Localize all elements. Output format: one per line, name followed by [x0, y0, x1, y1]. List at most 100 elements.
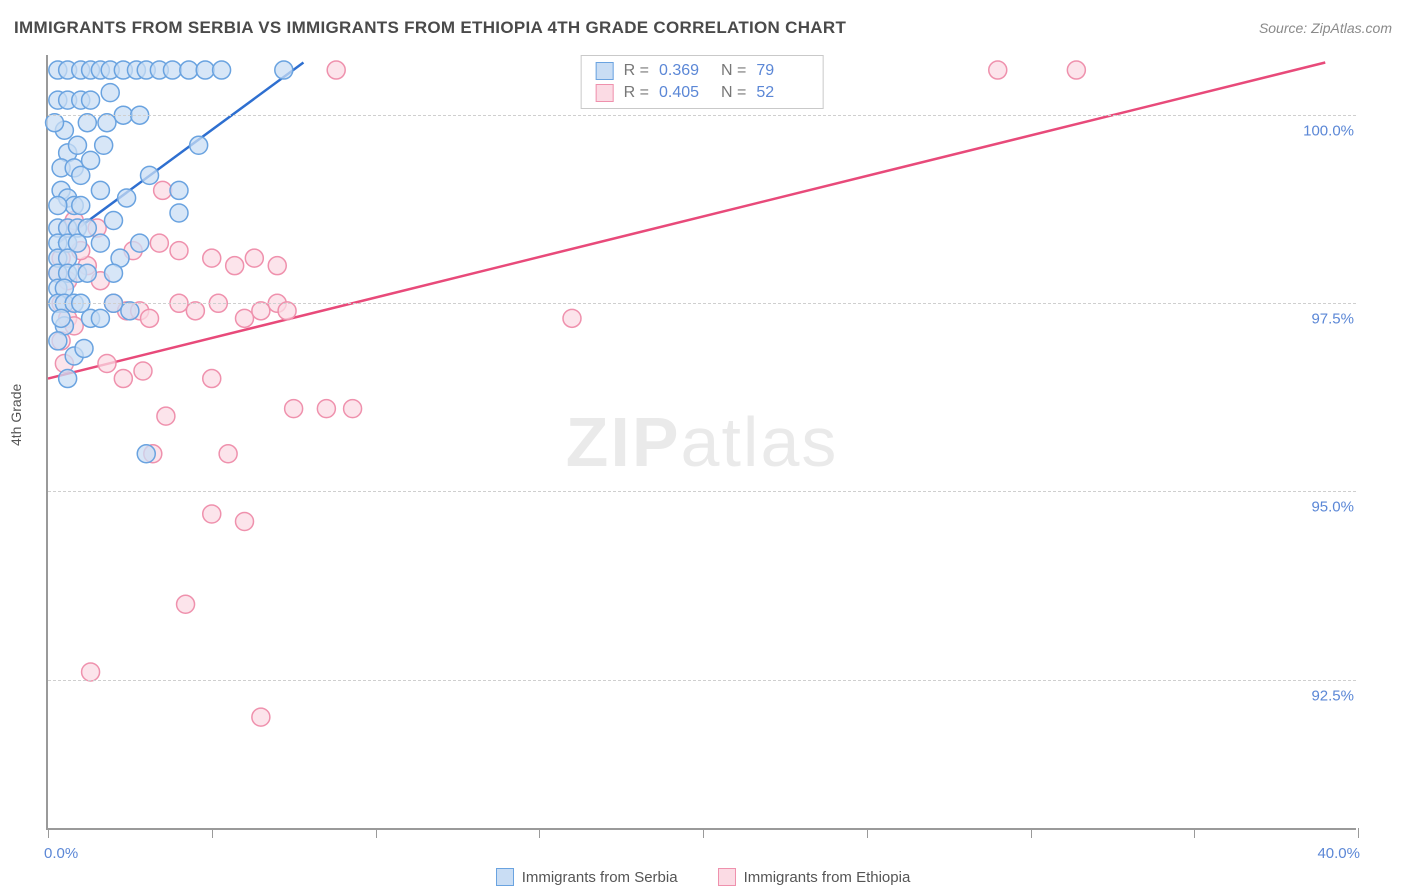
data-point-serbia	[78, 264, 96, 282]
gridline	[48, 680, 1356, 681]
title-bar: IMMIGRANTS FROM SERBIA VS IMMIGRANTS FRO…	[14, 18, 1392, 38]
r-value-serbia: 0.369	[659, 62, 711, 80]
data-point-serbia	[52, 309, 70, 327]
data-point-ethiopia	[98, 354, 116, 372]
data-point-serbia	[49, 196, 67, 214]
data-point-ethiopia	[203, 370, 221, 388]
chart-title: IMMIGRANTS FROM SERBIA VS IMMIGRANTS FRO…	[14, 18, 846, 38]
y-tick-label: 100.0%	[1299, 123, 1358, 140]
data-point-ethiopia	[186, 302, 204, 320]
legend-swatch-serbia	[496, 868, 514, 886]
stats-swatch-ethiopia	[596, 84, 614, 102]
data-point-serbia	[82, 91, 100, 109]
legend-item-serbia: Immigrants from Serbia	[496, 868, 678, 886]
legend-label-ethiopia: Immigrants from Ethiopia	[744, 869, 911, 886]
data-point-ethiopia	[327, 61, 345, 79]
data-point-serbia	[46, 114, 64, 132]
data-point-serbia	[170, 204, 188, 222]
stats-box: R = 0.369 N = 79 R = 0.405 N = 52	[581, 55, 824, 109]
bottom-legend: Immigrants from Serbia Immigrants from E…	[0, 868, 1406, 886]
data-point-serbia	[163, 61, 181, 79]
data-point-serbia	[75, 339, 93, 357]
y-axis-title: 4th Grade	[8, 384, 24, 446]
x-axis-min-label: 0.0%	[44, 845, 78, 862]
data-point-ethiopia	[226, 257, 244, 275]
data-point-serbia	[95, 136, 113, 154]
data-point-serbia	[105, 264, 123, 282]
data-point-serbia	[137, 445, 155, 463]
data-point-ethiopia	[989, 61, 1007, 79]
x-tick	[703, 828, 704, 838]
data-point-ethiopia	[154, 181, 172, 199]
x-axis-max-label: 40.0%	[1317, 845, 1360, 862]
data-point-ethiopia	[278, 302, 296, 320]
data-point-ethiopia	[344, 400, 362, 418]
data-point-ethiopia	[236, 513, 254, 531]
data-point-ethiopia	[252, 302, 270, 320]
data-point-serbia	[49, 332, 67, 350]
data-point-serbia	[72, 196, 90, 214]
y-tick-label: 97.5%	[1307, 311, 1358, 328]
x-tick	[212, 828, 213, 838]
data-point-ethiopia	[170, 242, 188, 260]
stats-row-serbia: R = 0.369 N = 79	[596, 62, 809, 80]
stats-swatch-serbia	[596, 62, 614, 80]
y-tick-label: 95.0%	[1307, 499, 1358, 516]
r-label: R =	[624, 84, 649, 102]
data-point-serbia	[121, 302, 139, 320]
data-point-serbia	[196, 61, 214, 79]
data-point-ethiopia	[134, 362, 152, 380]
data-point-serbia	[118, 189, 136, 207]
data-point-serbia	[82, 151, 100, 169]
data-point-ethiopia	[82, 663, 100, 681]
data-point-serbia	[91, 181, 109, 199]
data-point-serbia	[131, 234, 149, 252]
data-point-ethiopia	[268, 257, 286, 275]
data-point-serbia	[68, 136, 86, 154]
source-attribution: Source: ZipAtlas.com	[1259, 20, 1392, 36]
n-value-ethiopia: 52	[756, 84, 808, 102]
data-point-serbia	[190, 136, 208, 154]
data-point-serbia	[180, 61, 198, 79]
x-tick	[48, 828, 49, 838]
n-label: N =	[721, 84, 746, 102]
legend-label-serbia: Immigrants from Serbia	[522, 869, 678, 886]
gridline	[48, 115, 1356, 116]
chart-canvas	[48, 55, 1356, 828]
data-point-ethiopia	[219, 445, 237, 463]
gridline	[48, 303, 1356, 304]
data-point-serbia	[141, 166, 159, 184]
x-tick	[539, 828, 540, 838]
x-tick	[376, 828, 377, 838]
legend-item-ethiopia: Immigrants from Ethiopia	[718, 868, 911, 886]
gridline	[48, 491, 1356, 492]
data-point-ethiopia	[236, 309, 254, 327]
x-tick	[1031, 828, 1032, 838]
data-point-ethiopia	[1067, 61, 1085, 79]
data-point-serbia	[105, 212, 123, 230]
data-point-ethiopia	[177, 595, 195, 613]
data-point-serbia	[101, 84, 119, 102]
legend-swatch-ethiopia	[718, 868, 736, 886]
x-tick	[1358, 828, 1359, 838]
data-point-ethiopia	[141, 309, 159, 327]
data-point-ethiopia	[317, 400, 335, 418]
n-label: N =	[721, 62, 746, 80]
data-point-serbia	[98, 114, 116, 132]
stats-row-ethiopia: R = 0.405 N = 52	[596, 84, 809, 102]
data-point-ethiopia	[285, 400, 303, 418]
data-point-serbia	[91, 234, 109, 252]
data-point-serbia	[91, 309, 109, 327]
data-point-ethiopia	[245, 249, 263, 267]
data-point-ethiopia	[157, 407, 175, 425]
data-point-serbia	[78, 114, 96, 132]
data-point-ethiopia	[252, 708, 270, 726]
data-point-ethiopia	[203, 505, 221, 523]
plot-area: ZIPatlas R = 0.369 N = 79 R = 0.405 N = …	[46, 55, 1356, 830]
data-point-ethiopia	[114, 370, 132, 388]
r-value-ethiopia: 0.405	[659, 84, 711, 102]
data-point-ethiopia	[150, 234, 168, 252]
x-tick	[867, 828, 868, 838]
n-value-serbia: 79	[756, 62, 808, 80]
y-tick-label: 92.5%	[1307, 687, 1358, 704]
